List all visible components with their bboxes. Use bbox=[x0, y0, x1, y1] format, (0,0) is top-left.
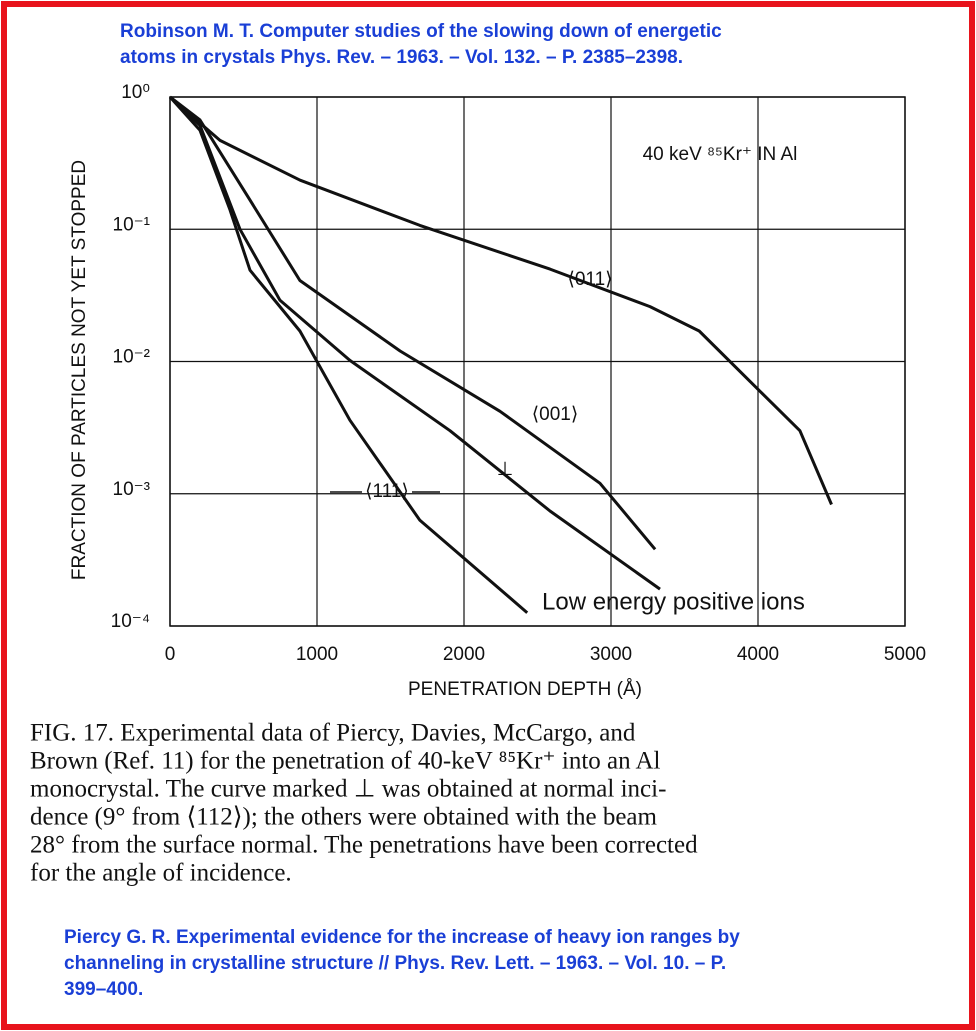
y-axis-label: FRACTION OF PARTICLES NOT YET STOPPED bbox=[69, 160, 90, 580]
note: Low energy positive ions bbox=[542, 588, 805, 615]
curve bbox=[168, 95, 529, 614]
x-tick-label: 4000 bbox=[737, 644, 779, 665]
caption: FIG. 17. Experimental data of Piercy, Da… bbox=[30, 720, 636, 747]
y-tick-label: 10⁻¹ bbox=[113, 214, 151, 235]
caption: monocrystal. The curve marked ⊥ was obta… bbox=[30, 776, 666, 803]
x-tick-label: 3000 bbox=[590, 644, 632, 665]
x-axis-label: PENETRATION DEPTH (Å) bbox=[408, 679, 642, 700]
caption: 28° from the surface normal. The penetra… bbox=[30, 832, 698, 859]
series-label: ⟨001⟩ bbox=[532, 404, 579, 425]
citation-bottom: Piercy G. R. Experimental evidence for t… bbox=[64, 927, 740, 948]
caption: Brown (Ref. 11) for the penetration of 4… bbox=[30, 748, 661, 775]
y-tick-label: 10⁰ bbox=[121, 82, 150, 103]
caption: for the angle of incidence. bbox=[30, 860, 292, 887]
y-tick-label: 10⁻² bbox=[113, 347, 151, 368]
series-label: ⟨011⟩ bbox=[567, 269, 612, 290]
annotation: 40 keV ⁸⁵Kr⁺ IN Al bbox=[643, 144, 798, 165]
y-tick-label: 10⁻⁴ bbox=[111, 611, 150, 632]
series-label: ⟨111⟩ bbox=[365, 481, 409, 502]
x-tick-label: 5000 bbox=[884, 644, 926, 665]
curve bbox=[168, 95, 661, 591]
citation-top: Robinson M. T. Computer studies of the s… bbox=[120, 21, 722, 42]
caption: dence (9° from ⟨112⟩); the others were o… bbox=[30, 804, 658, 831]
curve bbox=[169, 95, 657, 551]
citation-bottom: 399–400. bbox=[64, 979, 143, 1000]
x-tick-label: 1000 bbox=[296, 644, 338, 665]
citation-bottom: channeling in crystalline structure // P… bbox=[64, 953, 726, 974]
series-label: ⊥ bbox=[497, 459, 514, 480]
y-tick-label: 10⁻³ bbox=[113, 479, 151, 500]
x-tick-label: 2000 bbox=[443, 644, 485, 665]
curve bbox=[169, 95, 833, 506]
x-tick-label: 0 bbox=[165, 644, 176, 665]
citation-top: atoms in crystals Phys. Rev. – 1963. – V… bbox=[120, 47, 683, 68]
